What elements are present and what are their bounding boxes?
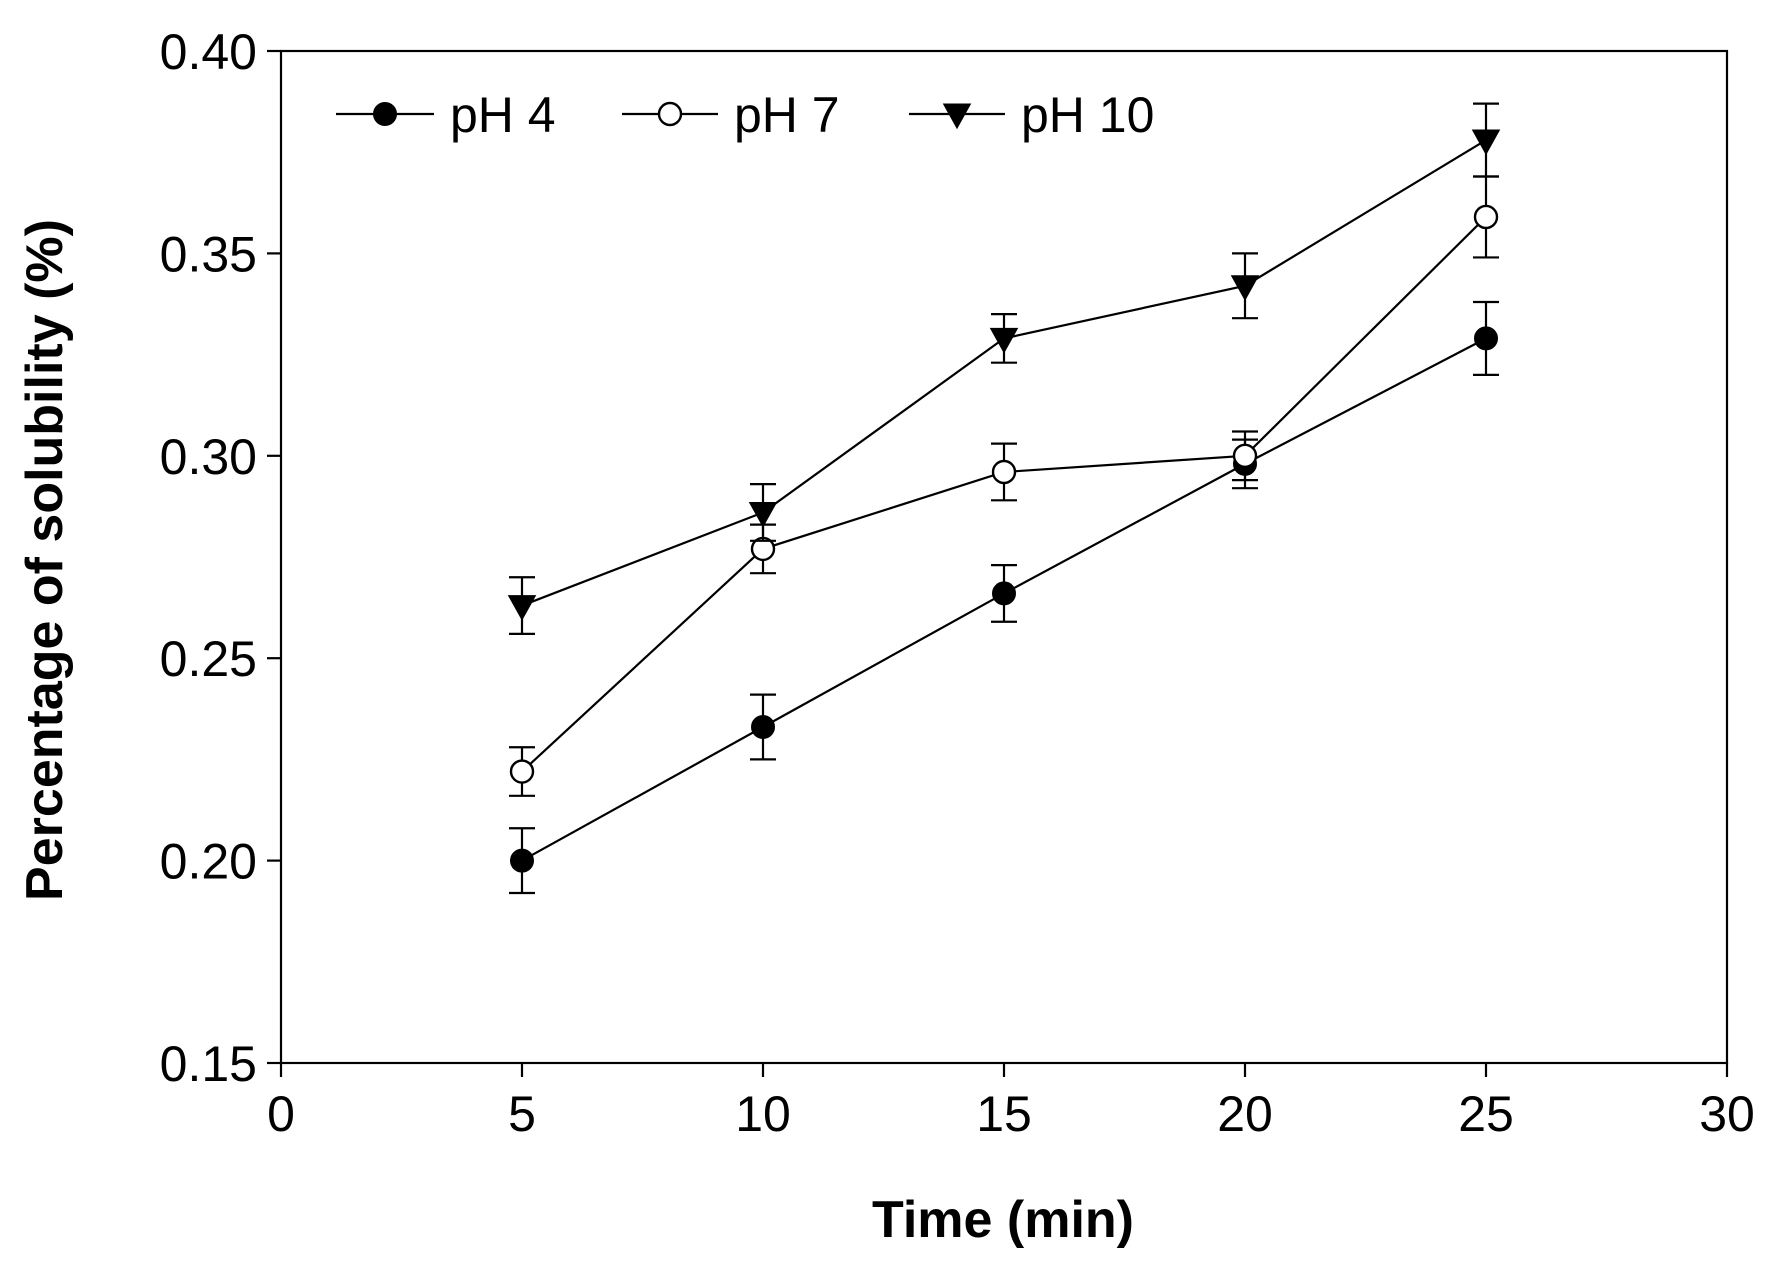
data-point — [992, 581, 1016, 606]
x-tick-label: 20 — [1217, 1086, 1273, 1142]
data-point — [751, 715, 775, 740]
y-tick-label: 0.35 — [160, 226, 257, 282]
data-point — [991, 459, 1017, 485]
data-point — [509, 759, 535, 784]
x-tick-label: 10 — [735, 1086, 791, 1142]
series-group — [507, 102, 1501, 895]
x-tick-label: 0 — [267, 1086, 295, 1142]
legend-item: pH 7 — [622, 87, 840, 143]
data-point — [1232, 443, 1258, 468]
data-point — [748, 501, 778, 528]
y-tick-label: 0.20 — [160, 834, 257, 890]
legend-label: pH 10 — [1021, 87, 1154, 143]
legend-label: pH 4 — [450, 87, 556, 143]
plot-frame — [279, 49, 1729, 1065]
series-ph-10 — [507, 102, 1501, 636]
legend-marker — [373, 102, 397, 126]
y-tick-label: 0.15 — [160, 1036, 257, 1092]
x-tick-label: 30 — [1699, 1086, 1755, 1142]
y-tick-label: 0.40 — [160, 24, 257, 80]
x-ticks: 0 5 10 15 20 25 30 — [267, 1063, 1755, 1142]
legend-marker — [942, 103, 972, 130]
legend-item: pH 4 — [336, 87, 556, 143]
y-tick-label: 0.25 — [160, 631, 257, 687]
series-ph-4 — [509, 300, 1499, 895]
series-line — [521, 139, 1487, 607]
legend-label: pH 7 — [734, 87, 840, 143]
y-tick-label: 0.30 — [160, 429, 257, 485]
series-ph-7 — [509, 175, 1499, 797]
y-axis-title: Percentage of solubility (%) — [16, 219, 74, 901]
data-point — [1230, 275, 1260, 301]
y-ticks: 0.15 0.20 0.25 0.30 0.35 0.40 — [160, 24, 281, 1092]
legend-marker — [657, 101, 683, 127]
legend: pH 4 pH 7 pH 10 — [336, 87, 1154, 143]
data-point — [1473, 204, 1499, 230]
x-tick-label: 25 — [1458, 1086, 1514, 1142]
legend-item: pH 10 — [909, 87, 1154, 143]
data-point — [507, 595, 537, 621]
data-point — [1471, 129, 1501, 156]
data-point — [1474, 326, 1498, 351]
data-point — [989, 327, 1019, 354]
x-tick-label: 15 — [976, 1086, 1032, 1142]
x-axis-title: Time (min) — [872, 1191, 1134, 1249]
axes — [279, 49, 1729, 1065]
data-point — [510, 848, 534, 873]
x-tick-label: 5 — [508, 1086, 536, 1142]
